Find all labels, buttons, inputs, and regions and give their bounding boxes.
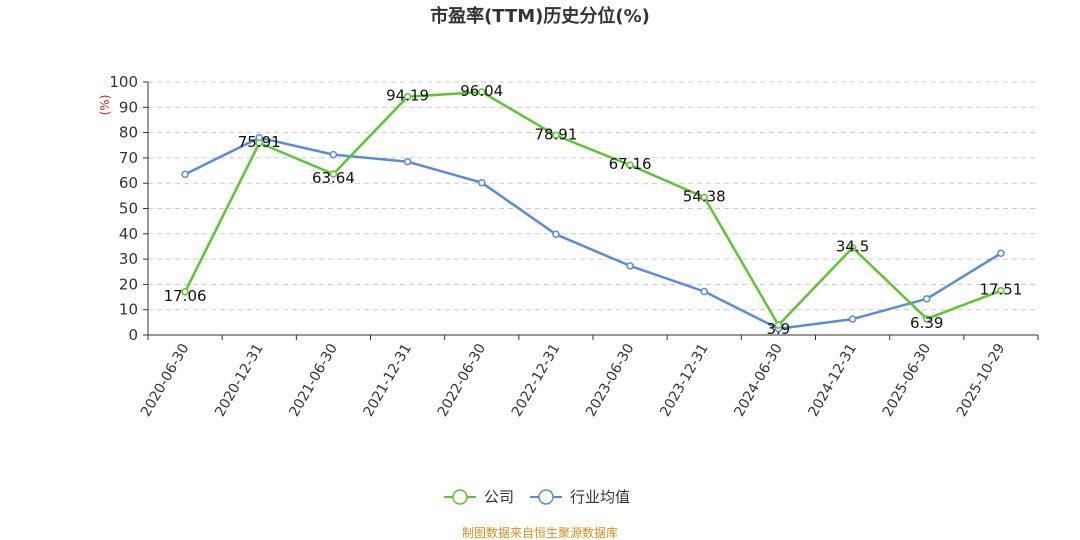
y-tick-label: 30 <box>119 250 138 268</box>
y-tick-label: 0 <box>128 326 138 344</box>
data-point <box>997 249 1005 258</box>
data-point <box>848 315 857 323</box>
x-tick-label: 2020-12-31 <box>212 341 267 419</box>
x-tick-label: 2020-06-30 <box>138 341 193 419</box>
y-tick-label: 10 <box>119 301 138 319</box>
data-label: 3.9 <box>766 320 790 338</box>
y-tick-label: 70 <box>119 149 138 167</box>
x-tick-label: 2023-12-31 <box>657 341 712 419</box>
data-point <box>552 230 560 239</box>
data-labels: 17.06 75.91 63.64 94.19 96.04 78.91 67.16 54.38… <box>164 82 1023 338</box>
source-note: 制图数据来自恒生聚源数据库 <box>462 525 618 540</box>
x-tick-label: 2025-10-29 <box>954 341 1009 419</box>
data-point <box>774 321 783 329</box>
series-lines <box>181 88 1005 333</box>
data-label: 54.38 <box>683 187 726 205</box>
data-point <box>403 92 412 101</box>
data-label: 75.91 <box>238 133 281 151</box>
x-tick-label: 2022-12-31 <box>509 341 564 419</box>
data-point <box>700 193 708 202</box>
y-tick-label: 90 <box>119 98 138 116</box>
data-point <box>478 178 486 187</box>
x-tick-label: 2023-06-30 <box>583 341 638 419</box>
data-label: 94.19 <box>386 87 429 105</box>
x-tick-label: 2024-06-30 <box>731 341 786 419</box>
legend-item[interactable]: 公司 <box>444 488 514 506</box>
legend[interactable]: 公司 行业均值 <box>444 488 630 506</box>
data-label: 67.16 <box>609 155 652 173</box>
data-label: 17.06 <box>164 287 207 305</box>
y-tick-label: 60 <box>119 174 138 192</box>
data-label: 17.51 <box>979 281 1022 299</box>
data-point <box>552 131 560 140</box>
legend-marker-icon <box>452 489 468 505</box>
x-tick-label: 2021-12-31 <box>361 341 416 419</box>
data-point <box>700 287 708 296</box>
data-point <box>403 157 412 166</box>
data-label: 34.5 <box>836 238 869 256</box>
series-line <box>184 136 1002 330</box>
x-tick-label: 2022-06-30 <box>435 341 490 419</box>
y-axis-unit-label: (%) <box>98 95 112 116</box>
legend-marker-icon <box>538 489 554 505</box>
chart-title: 市盈率(TTM)历史分位(%) <box>430 5 650 27</box>
legend-label: 行业均值 <box>570 488 630 506</box>
series-line <box>183 90 1002 327</box>
x-tick-label: 2021-06-30 <box>286 341 341 419</box>
axes <box>147 82 1039 340</box>
data-point <box>923 315 931 323</box>
y-tick-labels: 0 10 20 30 40 50 60 70 80 90 100 <box>109 73 138 344</box>
y-tick-label: 100 <box>109 73 138 91</box>
data-point <box>848 243 857 252</box>
y-tick-label: 50 <box>119 200 138 218</box>
data-label: 96.04 <box>460 82 503 100</box>
data-point <box>626 262 634 270</box>
y-tick-label: 20 <box>119 275 138 293</box>
data-point <box>329 170 338 178</box>
data-point <box>181 170 189 179</box>
x-tick-label: 2024-12-31 <box>806 341 861 419</box>
data-point <box>923 295 931 303</box>
legend-label: 公司 <box>484 488 514 506</box>
data-label: 78.91 <box>534 125 577 143</box>
data-point <box>329 150 338 159</box>
data-point <box>626 161 634 169</box>
data-label: 6.39 <box>910 314 943 332</box>
legend-item[interactable]: 行业均值 <box>530 488 630 506</box>
data-point <box>997 286 1005 295</box>
data-point <box>478 88 486 96</box>
y-tick-label: 80 <box>119 124 138 142</box>
data-point <box>255 139 263 147</box>
data-point <box>181 288 189 296</box>
x-tick-labels: 2020-06-30 2020-12-31 2021-06-30 2021-12-31… <box>138 341 1008 419</box>
data-label: 63.64 <box>312 169 355 187</box>
y-tick-label: 40 <box>119 225 138 243</box>
x-tick-label: 2025-06-30 <box>880 341 935 419</box>
